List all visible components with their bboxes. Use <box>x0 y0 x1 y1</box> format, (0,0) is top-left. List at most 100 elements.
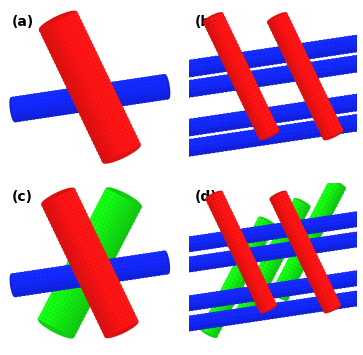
Ellipse shape <box>278 198 282 202</box>
Ellipse shape <box>349 127 354 132</box>
Ellipse shape <box>281 133 286 138</box>
Ellipse shape <box>71 333 75 338</box>
Ellipse shape <box>352 39 357 44</box>
Ellipse shape <box>265 132 269 136</box>
Ellipse shape <box>192 318 197 323</box>
Ellipse shape <box>66 237 71 242</box>
Ellipse shape <box>319 301 324 306</box>
Ellipse shape <box>241 307 246 312</box>
Ellipse shape <box>126 260 131 264</box>
Ellipse shape <box>74 310 79 315</box>
Ellipse shape <box>251 70 256 75</box>
Ellipse shape <box>46 300 51 304</box>
Ellipse shape <box>234 233 239 237</box>
Ellipse shape <box>114 103 119 107</box>
Ellipse shape <box>220 88 225 93</box>
Ellipse shape <box>269 311 274 316</box>
Ellipse shape <box>105 113 110 118</box>
Ellipse shape <box>103 109 108 114</box>
Ellipse shape <box>101 250 106 255</box>
Ellipse shape <box>189 323 194 327</box>
Ellipse shape <box>257 276 261 281</box>
Ellipse shape <box>60 27 65 32</box>
Ellipse shape <box>192 298 197 303</box>
Ellipse shape <box>293 66 298 71</box>
Ellipse shape <box>213 244 217 248</box>
Ellipse shape <box>85 54 90 58</box>
Ellipse shape <box>285 195 289 199</box>
Ellipse shape <box>121 119 125 123</box>
Ellipse shape <box>80 251 85 255</box>
Ellipse shape <box>39 28 44 33</box>
Ellipse shape <box>330 193 334 198</box>
Ellipse shape <box>253 262 257 266</box>
Ellipse shape <box>114 218 118 223</box>
Ellipse shape <box>36 277 41 282</box>
Ellipse shape <box>288 273 293 277</box>
Ellipse shape <box>109 220 113 224</box>
Ellipse shape <box>323 307 328 311</box>
Ellipse shape <box>108 86 113 90</box>
Ellipse shape <box>212 203 217 207</box>
Ellipse shape <box>289 264 293 269</box>
Ellipse shape <box>101 158 106 163</box>
Ellipse shape <box>242 102 246 106</box>
Ellipse shape <box>60 278 65 282</box>
Ellipse shape <box>324 220 329 224</box>
Ellipse shape <box>264 302 268 306</box>
Ellipse shape <box>322 102 327 106</box>
Ellipse shape <box>322 127 327 131</box>
Ellipse shape <box>243 135 248 140</box>
Ellipse shape <box>264 107 269 112</box>
Ellipse shape <box>82 64 86 69</box>
Ellipse shape <box>295 251 300 256</box>
Ellipse shape <box>308 105 312 109</box>
Ellipse shape <box>15 100 19 104</box>
Ellipse shape <box>293 64 298 69</box>
Ellipse shape <box>227 216 231 221</box>
Ellipse shape <box>115 151 120 156</box>
Ellipse shape <box>106 259 111 263</box>
Ellipse shape <box>63 43 68 48</box>
Ellipse shape <box>274 18 278 22</box>
Ellipse shape <box>73 242 77 247</box>
Ellipse shape <box>109 236 113 241</box>
Ellipse shape <box>291 304 296 308</box>
Ellipse shape <box>70 39 75 44</box>
Ellipse shape <box>193 142 198 147</box>
Ellipse shape <box>117 228 122 233</box>
Ellipse shape <box>68 199 73 203</box>
Ellipse shape <box>101 85 105 90</box>
Ellipse shape <box>73 330 77 334</box>
Ellipse shape <box>354 243 358 247</box>
Ellipse shape <box>78 304 82 308</box>
Ellipse shape <box>107 267 112 271</box>
Ellipse shape <box>90 108 94 112</box>
Ellipse shape <box>213 76 219 81</box>
Ellipse shape <box>134 212 138 216</box>
Ellipse shape <box>241 238 246 242</box>
Ellipse shape <box>210 26 214 30</box>
Ellipse shape <box>110 329 115 334</box>
Ellipse shape <box>55 214 59 218</box>
Ellipse shape <box>285 229 289 234</box>
Ellipse shape <box>276 227 281 231</box>
Ellipse shape <box>285 49 290 54</box>
Ellipse shape <box>97 267 101 272</box>
Ellipse shape <box>75 221 79 225</box>
Ellipse shape <box>158 259 163 264</box>
Ellipse shape <box>242 311 247 315</box>
Ellipse shape <box>114 328 118 332</box>
Ellipse shape <box>243 55 248 60</box>
Ellipse shape <box>164 270 169 275</box>
Text: (a): (a) <box>11 15 34 29</box>
Ellipse shape <box>268 244 273 249</box>
Ellipse shape <box>68 298 73 303</box>
Ellipse shape <box>321 236 326 241</box>
Ellipse shape <box>54 90 58 94</box>
Ellipse shape <box>219 83 224 89</box>
Ellipse shape <box>71 256 76 261</box>
Ellipse shape <box>87 265 92 269</box>
Ellipse shape <box>111 89 115 93</box>
Ellipse shape <box>347 95 352 100</box>
